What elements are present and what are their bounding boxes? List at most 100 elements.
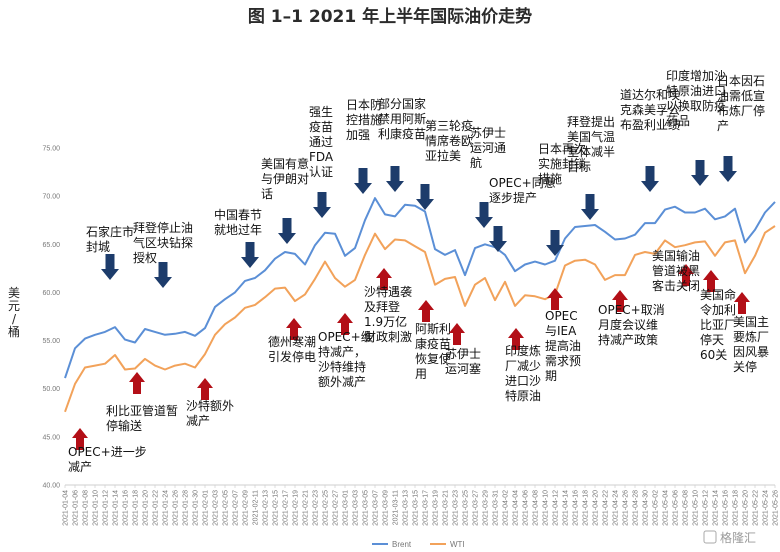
x-tick-label: 2021-03-27	[473, 490, 480, 526]
annotation: 日本防控措施加强	[346, 97, 382, 194]
annotation: 阿斯利康疫苗恢复使用	[415, 300, 451, 381]
annotation-text: 苏伊士运河塞	[445, 347, 481, 376]
x-tick-label: 2021-04-18	[583, 490, 590, 526]
x-tick-label: 2021-01-10	[93, 490, 100, 526]
x-tick-label: 2021-03-09	[383, 490, 390, 526]
x-tick-label: 2021-01-04	[63, 490, 70, 526]
down-arrow-icon	[278, 218, 296, 244]
down-arrow-icon	[719, 156, 737, 182]
x-tick-label: 2021-03-21	[443, 490, 450, 526]
x-tick-label: 2021-04-22	[603, 490, 610, 526]
series-line-wti	[64, 225, 776, 413]
annotation-text: 日本再次实施封锁措施	[538, 142, 586, 186]
legend-label: WTI	[450, 540, 465, 549]
x-tick-label: 2021-01-24	[163, 490, 170, 526]
x-tick-label: 2021-04-30	[643, 490, 650, 526]
annotation-text: 印度增加沙特原油进口以换取防疫药品	[666, 68, 726, 128]
annotation: 拜登提出美国气温室体减半目标	[567, 114, 615, 220]
x-tick-label: 2021-01-18	[133, 490, 140, 526]
x-tick-label: 2021-04-06	[523, 490, 530, 526]
x-tick-label: 2021-01-22	[153, 490, 160, 526]
x-tick-label: 2021-02-15	[273, 490, 280, 526]
annotation-text: 日本防控措施加强	[346, 97, 382, 142]
y-tick-label: 55.00	[42, 338, 60, 345]
annotation: 拜登停止油气区块钻探授权	[133, 220, 193, 288]
annotation: 道达尔和埃克森美孚公布盈利业绩	[620, 87, 680, 192]
x-tick-label: 2021-01-30	[193, 490, 200, 526]
y-tick-label: 65.00	[42, 242, 60, 249]
annotation-text: 第三轮疫情席卷欧亚拉美	[425, 118, 473, 163]
x-tick-label: 2021-04-08	[533, 490, 540, 526]
x-tick-label: 2021-04-02	[503, 490, 510, 526]
y-tick-label: 75.00	[42, 146, 60, 153]
annotation-text: OPEC+同意逐步提产	[489, 175, 556, 205]
axes: 40.00 45.00 50.00 55.00 60.00 65.00 70.00 75.00…	[42, 146, 779, 526]
x-tick-label: 2021-02-09	[243, 490, 250, 526]
x-tick-label: 2021-03-15	[413, 490, 420, 526]
annotation: 美国主要炼厂因风暴关停	[733, 292, 769, 374]
x-tick-label: 2021-05-26	[773, 490, 780, 526]
annotation-text: 强生疫苗通过 FDA 认证	[309, 105, 334, 179]
y-tick-label: 50.00	[42, 386, 60, 393]
x-tick-label: 2021-04-26	[623, 490, 630, 526]
up-arrow-icon	[286, 318, 302, 340]
up-arrow-icon	[612, 290, 628, 312]
annotation: 部分国家禁用阿斯利康疫苗	[378, 96, 426, 192]
x-tick-label: 2021-05-04	[663, 490, 670, 526]
annotation: 日本再次实施封锁措施	[538, 142, 586, 256]
x-tick-label: 2021-02-19	[293, 490, 300, 526]
annotation: 沙特遇袭及拜登 1.9万亿财政刺激	[364, 268, 412, 344]
annotation-text: 日本因石油需低宣布炼厂停产	[717, 74, 765, 133]
annotation-text: 拜登提出美国气温室体减半目标	[567, 114, 615, 174]
annotation-text: OPEC+取消月度会议维持减产政策	[598, 303, 665, 347]
watermark: 格隆汇	[703, 530, 756, 545]
y-axis-label-text: 美元/桶	[8, 286, 20, 339]
x-tick-label: 2021-01-26	[173, 490, 180, 526]
legend: Brent WTI	[372, 540, 465, 549]
annotation: 中国春节就地过年	[214, 207, 262, 268]
x-tick-label: 2021-01-20	[143, 490, 150, 526]
x-tick-label: 2021-05-18	[733, 490, 740, 526]
annotation: 苏伊士运河塞	[445, 323, 481, 376]
x-tick-label: 2021-05-16	[723, 490, 730, 526]
x-tick-label: 2021-03-29	[483, 490, 490, 526]
x-tick-label: 2021-03-01	[343, 490, 350, 526]
x-tick-label: 2021-05-20	[743, 490, 750, 526]
down-arrow-icon	[691, 160, 709, 186]
down-arrow-icon	[241, 242, 259, 268]
annotation: 印度增加沙特原油进口以换取防疫药品	[666, 68, 726, 186]
annotation-text: 美国命令加利比亚厂停天 60关	[700, 287, 736, 362]
x-tick-label: 2021-05-12	[703, 490, 710, 526]
y-axis-label: 美元/桶	[8, 286, 20, 339]
x-tick-label: 2021-01-16	[123, 490, 130, 526]
annotation: OPEC+进一步减产	[68, 428, 147, 474]
x-tick-label: 2021-02-01	[203, 490, 210, 526]
annotation: 日本因石油需低宣布炼厂停产	[717, 74, 765, 182]
annotation: 石家庄市封城	[86, 224, 134, 280]
annotation-text: 中国春节就地过年	[214, 207, 262, 237]
annotation-text: 苏伊士运河通航	[470, 126, 506, 170]
up-arrow-icon	[337, 313, 353, 335]
down-arrow-icon	[641, 166, 659, 192]
annotation: OPEC 与IEA 提高油需求预期	[545, 288, 581, 383]
down-arrow-icon	[546, 230, 564, 256]
x-tick-label: 2021-05-24	[763, 490, 770, 526]
annotation: OPEC+取消月度会议维持减产政策	[598, 290, 665, 347]
annotation: 第三轮疫情席卷欧亚拉美	[416, 118, 473, 210]
x-tick-label: 2021-01-12	[103, 490, 110, 526]
annotation-text: OPEC 与IEA 提高油需求预期	[545, 309, 581, 383]
annotation-text: 沙特额外减产	[186, 398, 234, 428]
series-line-brent	[64, 197, 776, 379]
y-tick-label: 60.00	[42, 290, 60, 297]
x-tick-label: 2021-03-03	[353, 490, 360, 526]
x-tick-label: 2021-04-12	[553, 490, 560, 526]
down-arrow-icon	[489, 226, 507, 252]
annotation-text: 石家庄市封城	[86, 224, 134, 254]
x-tick-label: 2021-03-11	[393, 490, 400, 525]
x-tick-label: 2021-01-28	[183, 490, 190, 526]
annotation: 美国输油管道被黑客击关闭	[652, 248, 700, 293]
annotation-text: 利比亚管道暂停输送	[106, 403, 178, 433]
y-tick-label: 45.00	[42, 434, 60, 441]
